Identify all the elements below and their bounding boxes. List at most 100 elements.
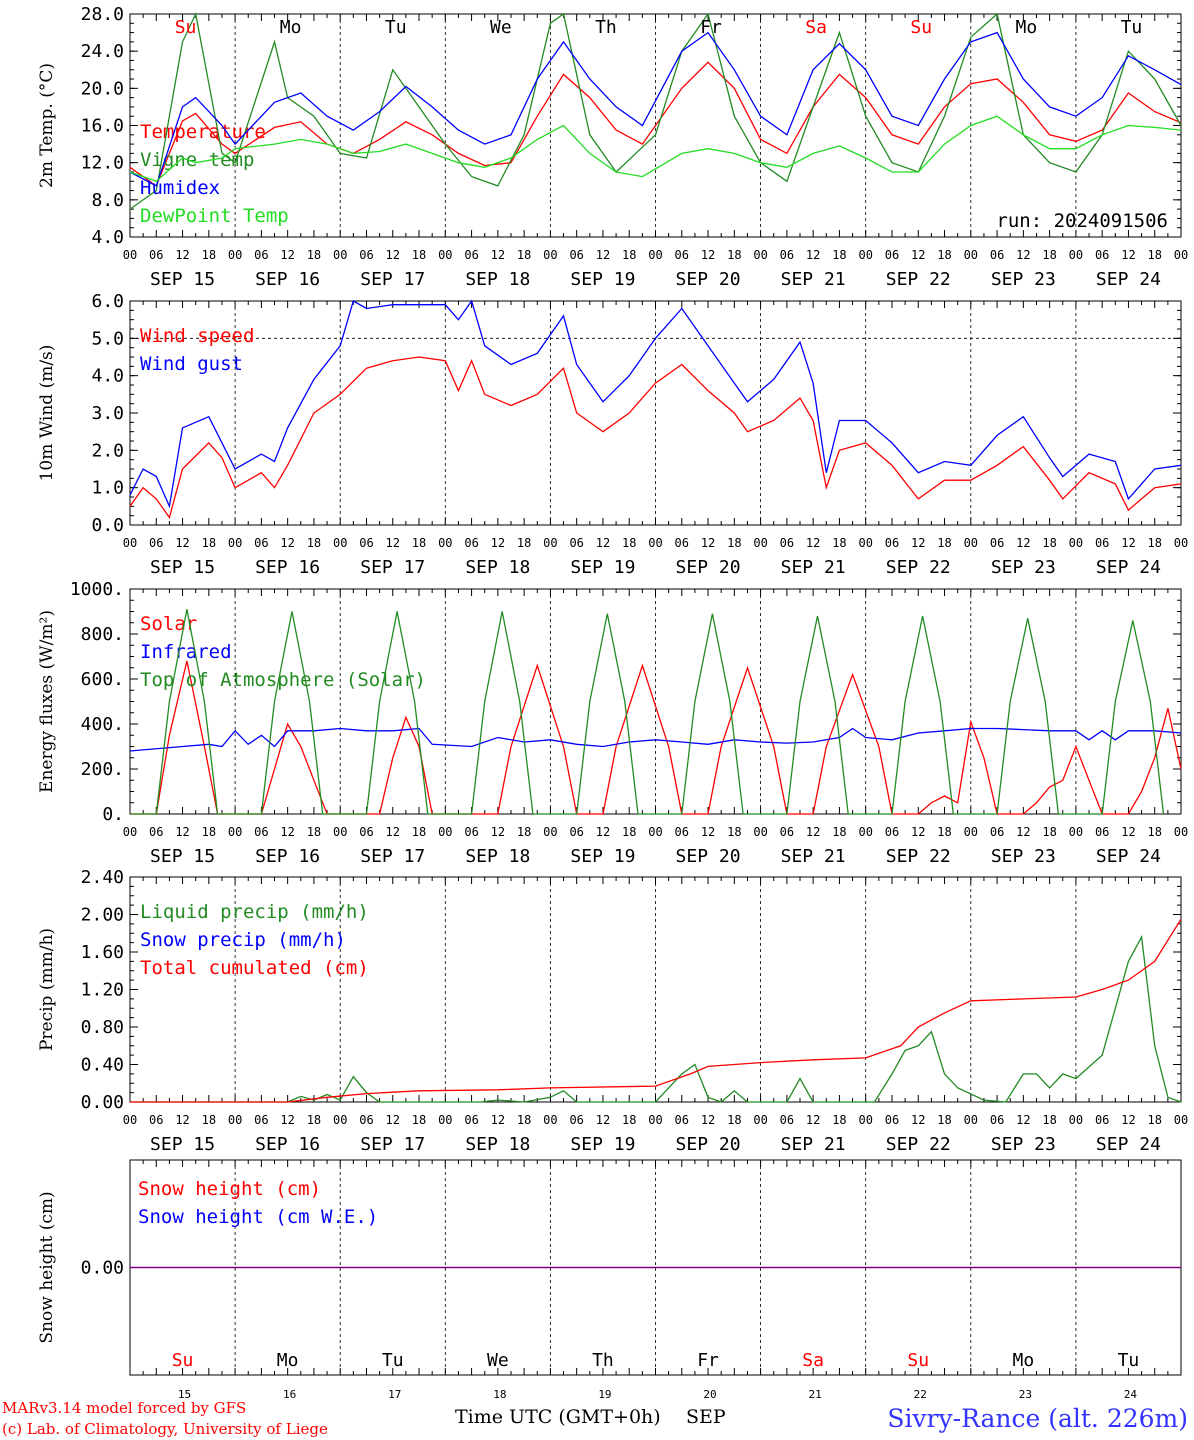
hour-label: 18 (622, 1113, 636, 1127)
y-tick-label: 600. (81, 669, 124, 690)
hour-label: 00 (333, 536, 347, 550)
series-line (130, 918, 1182, 1103)
hour-label: 06 (359, 825, 373, 839)
y-tick-label: 16.0 (81, 116, 124, 137)
hour-label: 06 (149, 536, 163, 550)
hour-label: 06 (675, 536, 689, 550)
legend-entry: Total cumulated (cm) (140, 957, 369, 979)
hour-label: 06 (464, 536, 478, 550)
hour-label: 18 (622, 825, 636, 839)
hour-label: 12 (175, 1113, 189, 1127)
hour-label: 18 (727, 248, 741, 262)
hour-label: 18 (307, 1113, 321, 1127)
hour-label: 12 (386, 825, 400, 839)
date-label: SEP 24 (1096, 269, 1161, 290)
hour-label: 06 (780, 536, 794, 550)
day-number: 23 (1019, 1388, 1032, 1401)
hour-label: 18 (937, 825, 951, 839)
day-name: Su (910, 17, 932, 38)
hour-label: 00 (964, 248, 978, 262)
hour-label: 18 (937, 536, 951, 550)
series-line (130, 660, 1182, 815)
y-axis-label: Precip (mm/h) (37, 928, 57, 1051)
hour-label: 12 (911, 536, 925, 550)
hour-label: 18 (412, 536, 426, 550)
hour-label: 00 (1069, 536, 1083, 550)
date-label: SEP 20 (676, 1134, 741, 1155)
date-label: SEP 17 (360, 269, 425, 290)
hour-label: 18 (622, 536, 636, 550)
hour-label: 18 (412, 248, 426, 262)
run-label: run: 2024091506 (996, 210, 1168, 232)
hour-label: 06 (464, 1113, 478, 1127)
hour-label: 00 (543, 536, 557, 550)
hour-label: 12 (806, 536, 820, 550)
hour-label: 12 (1121, 825, 1135, 839)
date-label: SEP 20 (676, 557, 741, 578)
y-tick-label: 6.0 (91, 291, 124, 312)
hour-label: 00 (438, 825, 452, 839)
day-name: Mo (1016, 17, 1038, 38)
hour-label: 00 (648, 1113, 662, 1127)
date-label: SEP 22 (886, 846, 951, 867)
series-line (129, 299, 1182, 509)
hour-label: 00 (648, 536, 662, 550)
day-name: Th (592, 1350, 614, 1371)
model-credit: MARv3.14 model forced by GFS (2, 1399, 246, 1417)
hour-label: 18 (202, 248, 216, 262)
y-axis-label: Energy fluxes (W/m²) (37, 610, 57, 793)
hour-label: 06 (569, 536, 583, 550)
hour-label: 12 (911, 248, 925, 262)
legend-entry: Snow height (cm) (138, 1178, 321, 1200)
hour-label: 06 (1095, 1113, 1109, 1127)
y-tick-label: 28.0 (81, 4, 124, 25)
hour-label: 00 (228, 248, 242, 262)
hour-label: 18 (727, 536, 741, 550)
hour-label: 06 (885, 825, 899, 839)
hour-label: 12 (175, 825, 189, 839)
hour-label: 18 (1042, 1113, 1056, 1127)
hour-label: 06 (359, 1113, 373, 1127)
plot-frame (129, 588, 1182, 815)
date-label: SEP 19 (570, 1134, 635, 1155)
day-name: Tu (1118, 1350, 1140, 1371)
series-line (130, 934, 1182, 1103)
hour-label: 06 (569, 1113, 583, 1127)
hour-label: 18 (517, 1113, 531, 1127)
hour-label: 06 (780, 1113, 794, 1127)
hour-label: 12 (596, 825, 610, 839)
y-tick-label: 2.0 (91, 440, 124, 461)
y-tick-label: 200. (81, 759, 124, 780)
date-label: SEP 19 (570, 846, 635, 867)
date-label: SEP 22 (886, 269, 951, 290)
day-name: Sa (802, 1350, 824, 1371)
day-name: We (487, 1350, 509, 1371)
y-tick-label: 1.60 (81, 942, 124, 963)
hour-label: 18 (1147, 1113, 1161, 1127)
hour-label: 12 (491, 825, 505, 839)
y-tick-label: 4.0 (91, 366, 124, 387)
day-name: Su (907, 1350, 929, 1371)
hour-label: 06 (990, 825, 1004, 839)
day-number: 21 (809, 1388, 822, 1401)
hour-label: 18 (832, 825, 846, 839)
hour-label: 12 (386, 536, 400, 550)
hour-label: 18 (517, 825, 531, 839)
hour-label: 06 (359, 248, 373, 262)
date-label: SEP 16 (255, 1134, 320, 1155)
series-line (129, 31, 1182, 187)
y-tick-label: 5.0 (91, 328, 124, 349)
date-label: SEP 17 (360, 1134, 425, 1155)
hour-label: 06 (990, 536, 1004, 550)
y-tick-label: 2.00 (81, 905, 124, 926)
y-tick-label: 20.0 (81, 78, 124, 99)
date-label: SEP 21 (781, 846, 846, 867)
hour-label: 00 (753, 825, 767, 839)
hour-label: 12 (701, 1113, 715, 1127)
y-tick-label: 3.0 (91, 403, 124, 424)
hour-label: 00 (123, 248, 137, 262)
y-tick-label: 1000. (70, 579, 124, 600)
hour-label: 18 (517, 536, 531, 550)
hour-label: 18 (937, 1113, 951, 1127)
y-axis-label: 10m Wind (m/s) (37, 345, 57, 482)
